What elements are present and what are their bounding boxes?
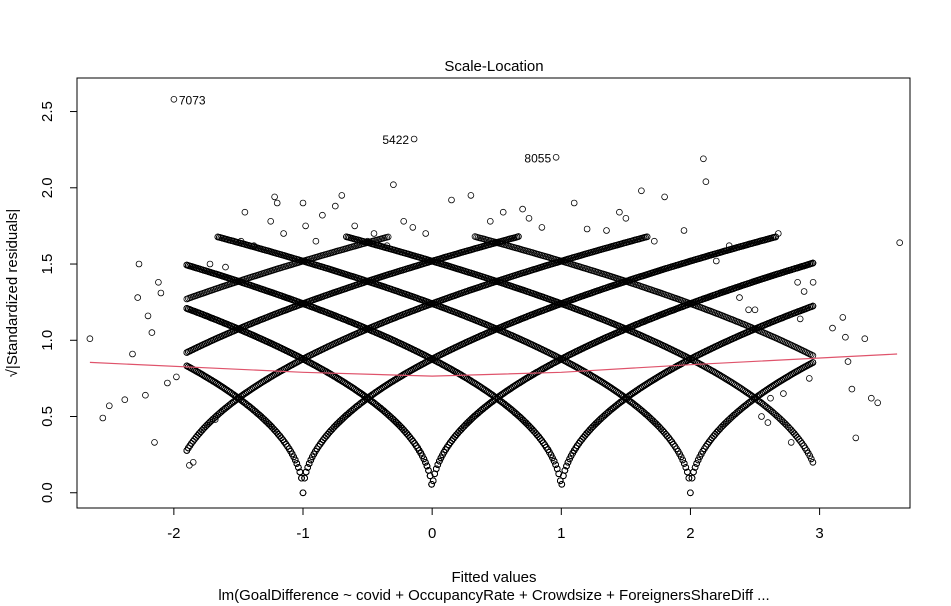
y-axis: 0.0 0.5 1.0 1.5 2.0 2.5 xyxy=(39,101,77,503)
data-point xyxy=(384,233,392,241)
data-point xyxy=(200,424,208,432)
x-tick-label: 0 xyxy=(428,525,436,542)
data-point xyxy=(195,430,203,437)
data-point xyxy=(188,440,195,447)
data-points xyxy=(86,96,903,497)
y-tick-label: 2.0 xyxy=(39,177,56,198)
data-point xyxy=(643,233,651,241)
data-point xyxy=(199,426,206,434)
plot-frame xyxy=(76,77,911,509)
x-tick-label: 1 xyxy=(557,525,565,542)
x-tick-label: 3 xyxy=(815,525,823,542)
x-tick-label: -2 xyxy=(167,525,180,542)
x-tick-label: -1 xyxy=(296,525,309,542)
y-tick-label: 0.0 xyxy=(39,482,56,503)
y-tick-label: 2.5 xyxy=(39,101,56,122)
y-tick-label: 1.5 xyxy=(39,254,56,275)
data-point xyxy=(194,432,201,439)
x-tick-label: 2 xyxy=(686,525,694,542)
data-point xyxy=(515,233,522,240)
chart-title: Scale-Location xyxy=(444,58,543,75)
y-tick-label: 1.0 xyxy=(39,330,56,351)
data-point xyxy=(197,428,205,436)
data-point xyxy=(202,423,209,431)
y-tick-label: 0.5 xyxy=(39,406,56,427)
x-axis: -2 -1 0 1 2 3 xyxy=(167,508,824,542)
